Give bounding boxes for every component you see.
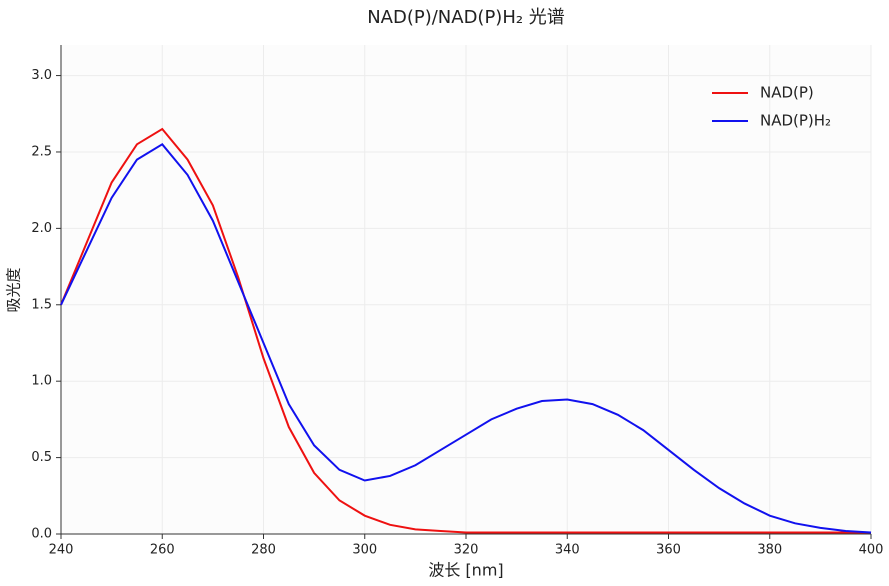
y-tick-label: 2.5 (31, 144, 52, 159)
x-tick-label: 340 (555, 543, 580, 558)
data-line (60, 127, 871, 534)
x-tick-label: 280 (251, 543, 276, 558)
y-tick-label: 0.0 (31, 527, 52, 542)
data-line (60, 143, 872, 534)
x-tick-label: 240 (49, 543, 74, 558)
x-tick-label: 260 (150, 543, 175, 558)
x-tick-label: 400 (859, 543, 884, 558)
x-tick-label: 360 (656, 543, 681, 558)
x-tick-label: 380 (757, 543, 782, 558)
y-tick-label: 0.5 (31, 450, 52, 465)
legend-label: NAD(P) (760, 84, 814, 102)
x-tick-label: 300 (352, 543, 377, 558)
y-tick-label: 1.5 (31, 297, 52, 312)
x-tick-label: 320 (454, 543, 479, 558)
legend-label: NAD(P)H₂ (760, 112, 831, 130)
chart-title: NAD(P)/NAD(P)H₂ 光谱 (367, 7, 565, 28)
y-tick-label: 2.0 (31, 221, 52, 236)
y-axis-label: 吸光度 (5, 267, 23, 312)
y-tick-label: 1.0 (31, 374, 52, 389)
y-tick-label: 3.0 (31, 68, 52, 83)
x-axis-label: 波长 [nm] (428, 561, 503, 580)
